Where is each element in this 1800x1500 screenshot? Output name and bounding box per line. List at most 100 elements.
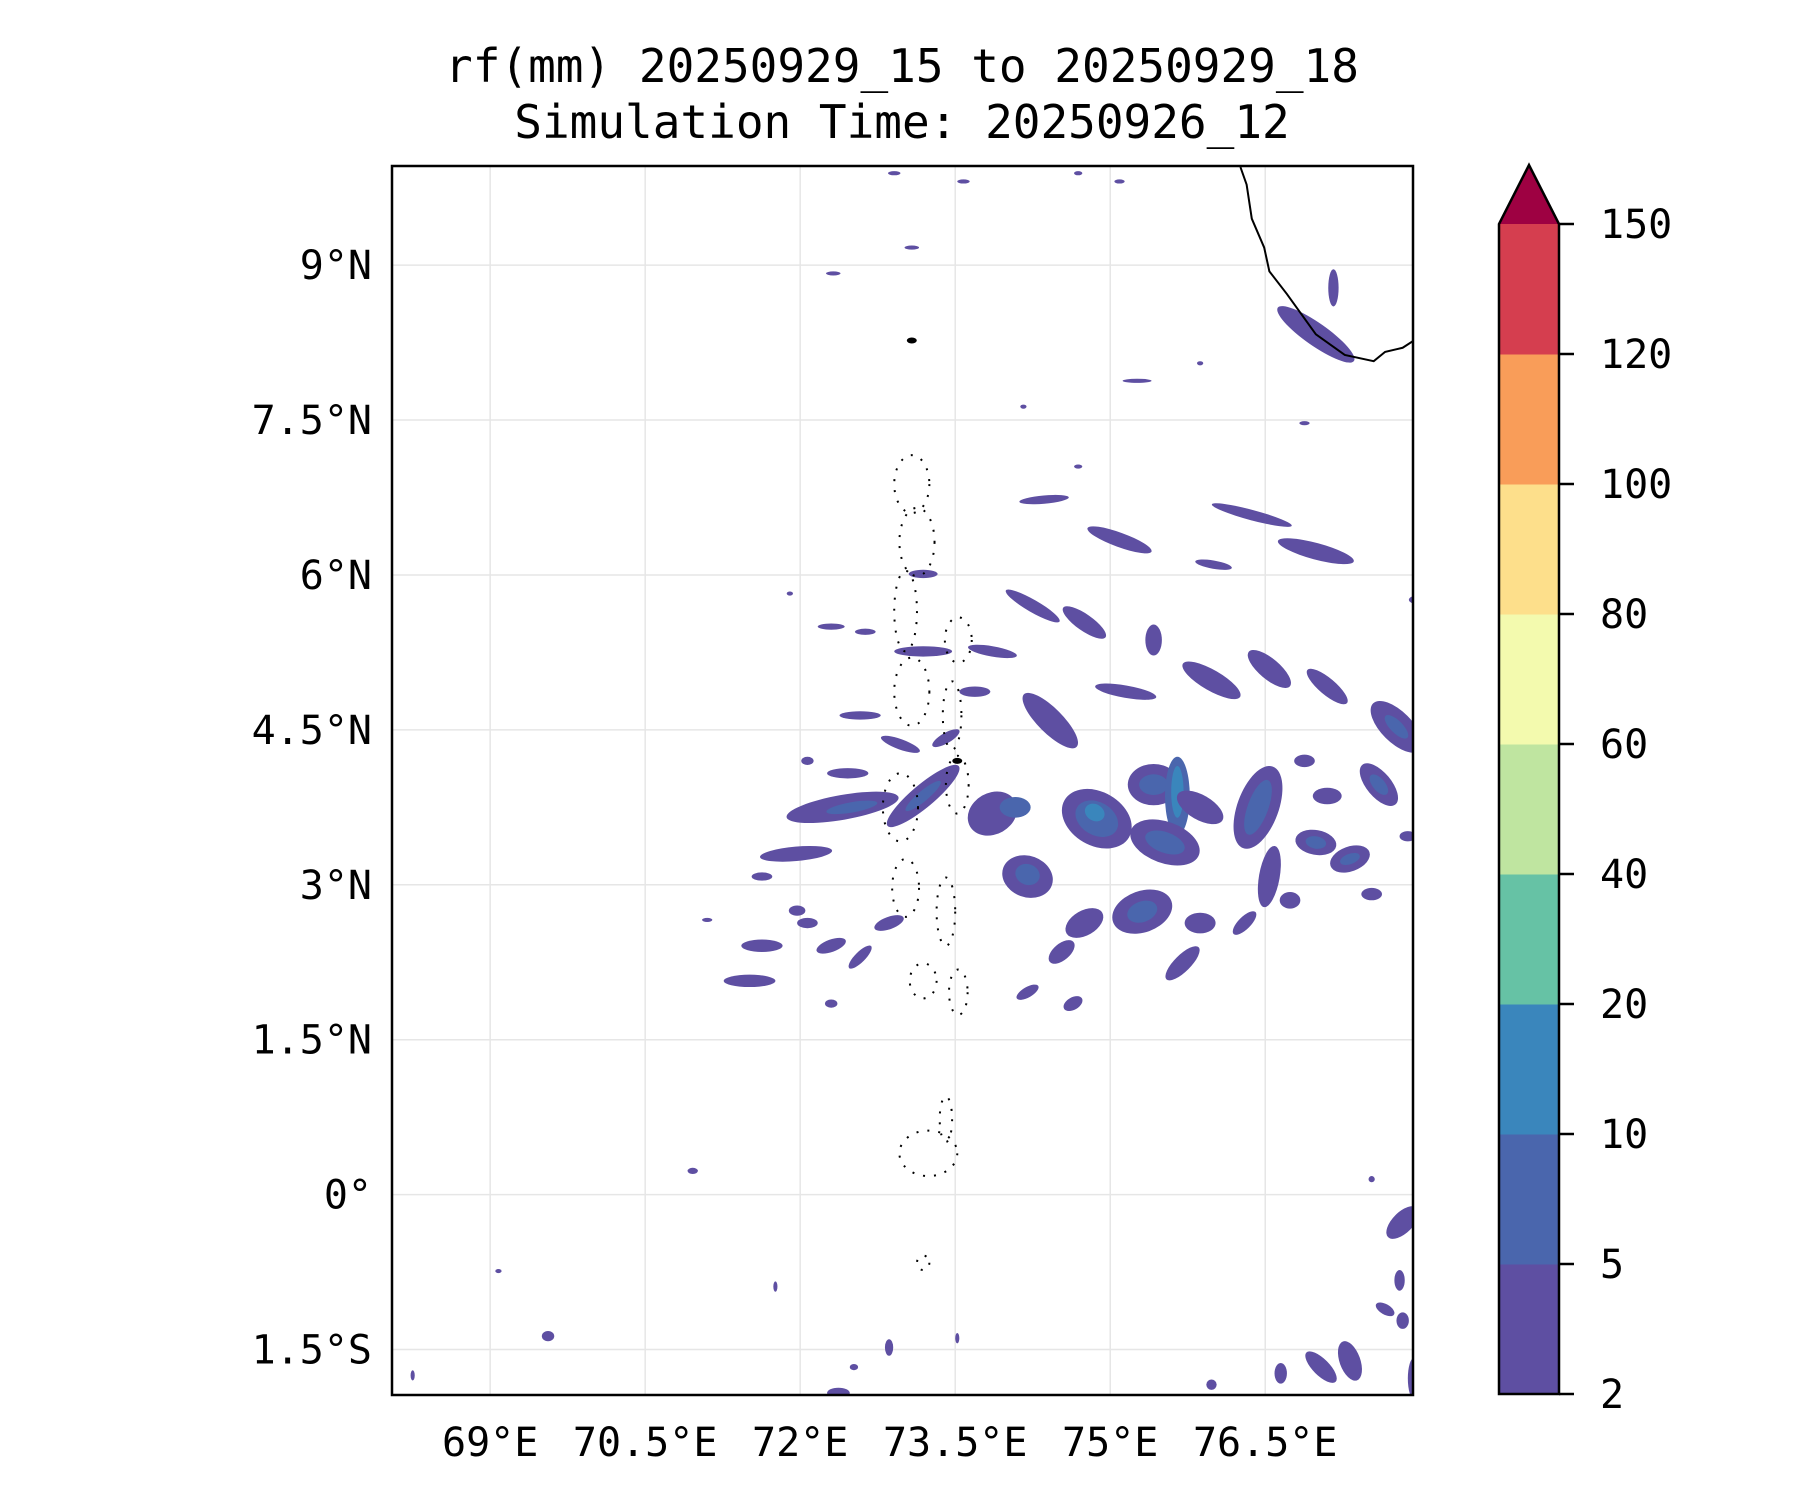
rain-cell-level-0 [1279,892,1301,909]
rain-cell-level-0 [827,1387,850,1395]
rain-cell-level-0 [1337,1341,1362,1381]
rain-cell-level-1 [1340,852,1360,865]
rain-cell-level-0 [1305,1351,1337,1383]
rain-cell-level-0 [1145,624,1162,656]
rain-cell-level-0 [1165,946,1200,981]
rain-cell-level-0 [1257,845,1281,908]
atoll-outline [893,454,931,515]
atoll-outline [881,772,920,843]
rain-cell-level-0 [723,974,776,988]
rain-cell-level-0 [904,245,920,250]
colorbar-tick-label: 120 [1600,332,1672,378]
rain-cell-level-0 [541,1330,555,1342]
rain-cell-level-0 [824,999,838,1008]
colorbar-tick-label: 40 [1600,852,1648,898]
rain-cell-level-0 [1306,668,1348,705]
colorbar-tick-label: 20 [1600,982,1648,1028]
rain-cell-level-1 [1305,836,1327,849]
x-tick-label: 76.5°E [1193,1420,1338,1466]
rain-cell-level-0 [1394,1270,1405,1291]
rain-cells [410,171,1413,1395]
rain-cell-level-0 [1211,503,1292,527]
colorbar-tick-label: 100 [1600,462,1672,508]
rain-cell-level-0 [741,939,783,952]
x-tick-label: 73.5°E [883,1420,1028,1466]
rain-cell-level-1 [999,797,1031,818]
rain-cell-level-0 [1062,606,1107,639]
rain-cell-level-1 [1145,830,1185,855]
rain-cell-level-0 [773,1281,778,1292]
colorbar-segment [1499,224,1559,355]
chart-title-line2: Simulation Time: 20250926_12 [514,95,1289,149]
rain-cell-level-0 [1176,790,1224,825]
y-tick-label: 7.5°N [252,398,372,444]
colorbar-segment [1499,1264,1559,1395]
rain-cell-level-0 [702,917,713,922]
rain-cell-level-1 [1244,779,1272,835]
rain-cell-level-0 [888,171,901,176]
rain-cell-level-0 [880,735,920,753]
colorbar-segment [1499,484,1559,615]
coastline [1239,166,1413,363]
colorbar-extend-triangle [1499,165,1559,224]
rain-cell-level-0 [839,711,881,720]
rain-cell-level-1 [1127,900,1158,923]
rain-cell-level-0 [1020,404,1027,409]
rain-cell-level-0 [797,917,818,929]
rain-cell-level-0 [495,1269,502,1274]
rain-cell-level-0 [1065,908,1104,938]
y-tick-label: 3°N [300,863,372,909]
rain-cell-level-0 [1019,494,1069,505]
island [952,757,963,764]
rain-cell-level-0 [817,623,845,630]
y-tick-label: 0° [324,1173,372,1219]
atoll-outline [943,616,973,664]
atoll-outline [893,656,931,727]
x-tick-label: 72°E [752,1420,848,1466]
rain-cell-level-0 [1016,984,1039,1000]
rain-cell-level-0 [1095,683,1157,700]
y-tick-label: 1.5°N [252,1018,372,1064]
rain-cell-level-0 [826,271,841,276]
atoll-outline [891,857,921,918]
rain-cell-level-0 [1114,179,1125,184]
rain-cell-level-2 [1084,803,1105,822]
colorbar-tick-label: 150 [1600,202,1672,248]
rain-cell-level-0 [786,591,793,596]
rain-cell-level-1 [1015,863,1040,886]
rain-cell-level-1 [1139,774,1169,795]
colorbar-segment [1499,744,1559,875]
rain-cell-level-0 [955,1333,960,1344]
y-axis: 9°N 7.5°N 6°N 4.5°N 3°N 1.5°N 0° 1.5°S [252,243,372,1373]
colorbar-tick-label: 60 [1600,722,1648,768]
rain-cell-level-0 [1206,1379,1217,1390]
rain-cell-level-0 [1312,787,1342,805]
rain-cell-level-0 [1328,269,1339,307]
colorbar-segment [1499,874,1559,1005]
rain-cell-level-0 [1063,996,1083,1012]
x-tick-label: 75°E [1062,1420,1158,1466]
rain-cell-level-0 [1361,887,1382,901]
rain-cell-level-0 [1386,1206,1413,1239]
rain-cell-level-0 [687,1167,698,1174]
rain-cell-level-0 [854,628,876,635]
rain-cell-level-0 [1197,361,1204,366]
rain-cell-level-0 [1048,940,1075,964]
rain-cell-level-0 [1087,526,1152,554]
rain-cell-level-0 [1407,1358,1413,1395]
rain-cell-level-0 [751,872,773,881]
rain-cell-level-0 [884,1339,894,1356]
atoll-outline [941,680,963,751]
rain-cell-level-0 [1195,559,1232,570]
rain-cell-level-0 [1184,912,1216,934]
colorbar-segment [1499,1004,1559,1135]
rain-cell-level-0 [1368,1176,1375,1183]
rain-cell-level-0 [1074,464,1083,469]
rain-cell-level-0 [1408,596,1413,604]
colorbar-outline [1497,162,1561,1396]
atoll-outline [915,1254,931,1272]
rain-cell-level-0 [1232,911,1257,935]
colorbar-segment [1499,1134,1559,1265]
atoll-outline [898,1129,959,1178]
rain-cell-level-0 [1022,692,1079,749]
